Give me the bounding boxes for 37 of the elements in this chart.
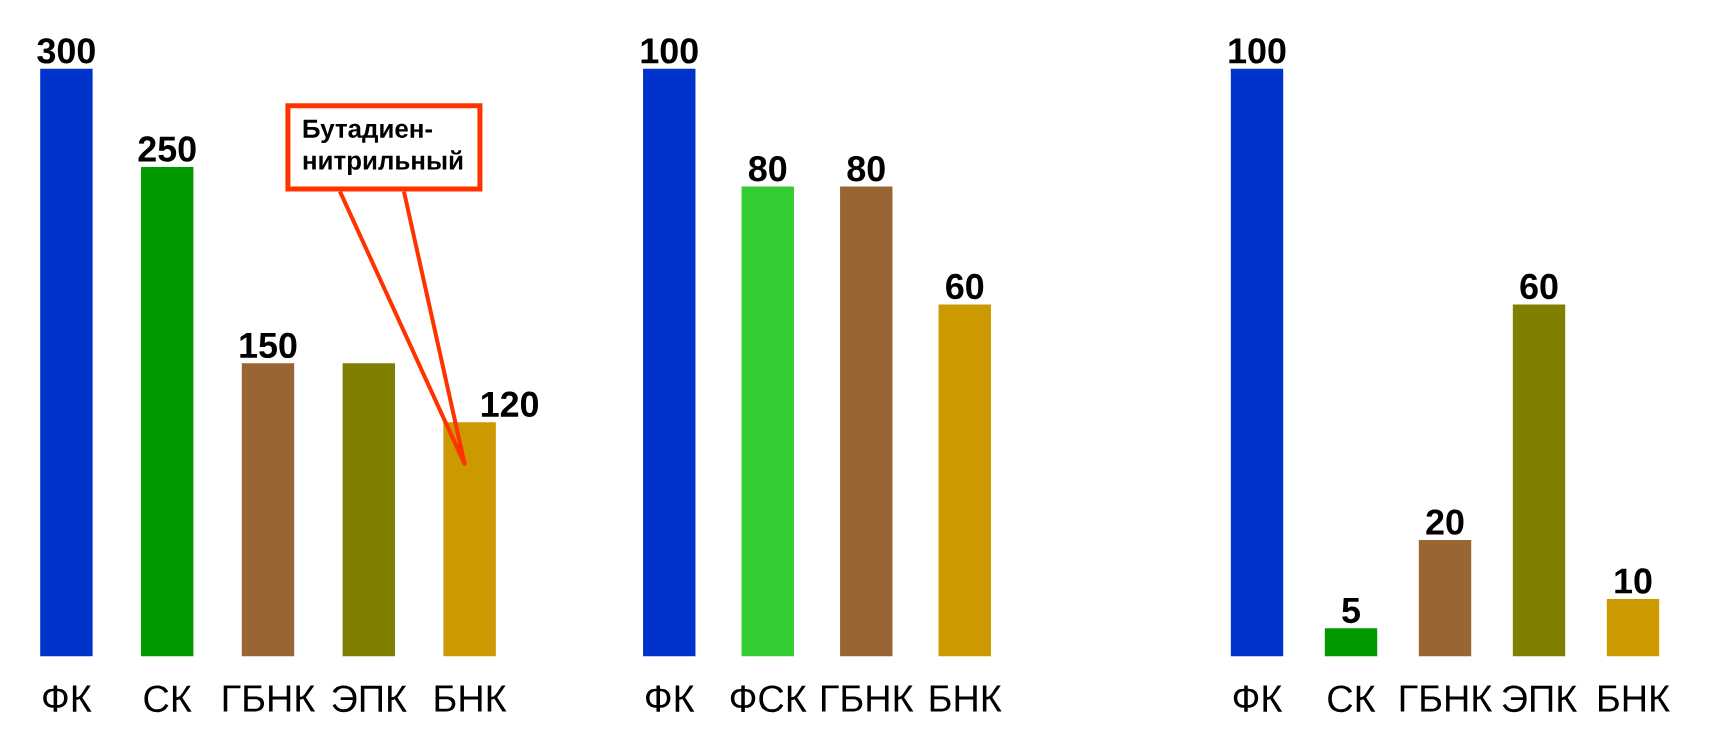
data-label: 100 xyxy=(641,38,698,64)
x-tick-label: БНК xyxy=(435,685,507,712)
x-tick-label: СК xyxy=(1328,685,1376,713)
data-label: 60 xyxy=(946,273,984,300)
data-label: 300 xyxy=(37,38,95,64)
data-label: 80 xyxy=(748,155,787,182)
bar xyxy=(1511,302,1567,658)
data-label: 80 xyxy=(847,155,885,182)
bar xyxy=(38,67,95,658)
bar xyxy=(1229,67,1285,658)
x-tick-label: БНК xyxy=(930,685,1002,712)
x-tick-label: БНК xyxy=(1598,685,1670,712)
bar xyxy=(139,165,195,658)
data-label: 20 xyxy=(1426,509,1464,535)
x-tick-label: ГБНК xyxy=(821,685,914,712)
x-tick-label: СК xyxy=(144,685,192,713)
x-tick-label: ГБНК xyxy=(1400,685,1493,712)
data-label: 120 xyxy=(481,391,539,417)
data-label: 10 xyxy=(1615,568,1652,594)
bar xyxy=(1323,626,1379,658)
bar xyxy=(1605,597,1661,658)
x-tick-label: ФСК xyxy=(730,685,807,713)
x-tick-label: ЭПК xyxy=(332,685,407,713)
data-label: 5 xyxy=(1342,598,1361,624)
annotation: Бутадиен-нитрильный xyxy=(303,119,463,175)
x-tick-label: ФК xyxy=(1233,685,1283,712)
bar xyxy=(441,420,498,658)
x-tick-label: ФК xyxy=(646,685,695,712)
data-label: 100 xyxy=(1229,38,1286,64)
x-tick-label: ЭПК xyxy=(1502,685,1578,713)
data-label: 250 xyxy=(138,136,196,162)
bar xyxy=(1417,538,1473,658)
x-tick-label: ФК xyxy=(43,685,92,712)
bar xyxy=(240,361,296,658)
data-label: 60 xyxy=(1520,273,1558,300)
x-tick-label: ГБНК xyxy=(223,685,316,712)
data-label: 150 xyxy=(240,332,297,359)
